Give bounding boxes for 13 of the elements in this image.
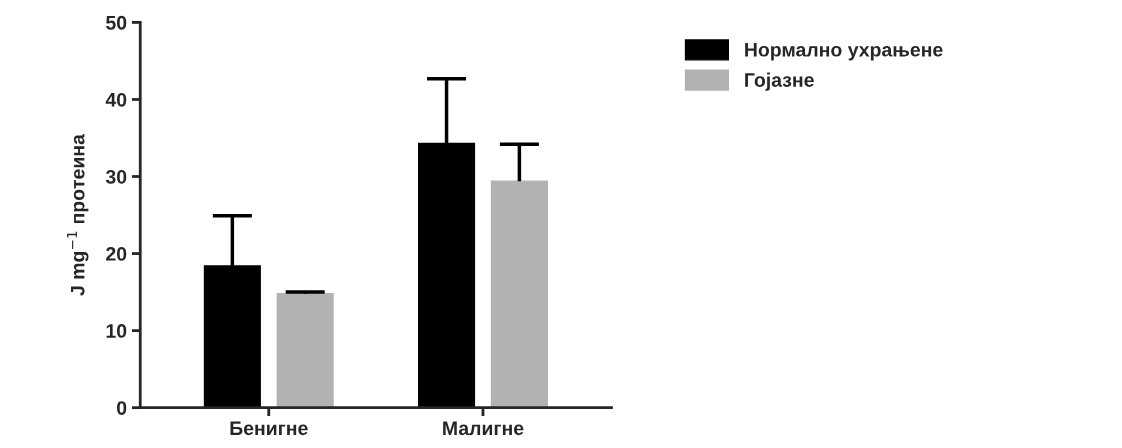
y-tick-label: 30	[105, 169, 127, 184]
x-tick-label: Бенигне	[230, 421, 308, 436]
y-tick-label: 0	[117, 401, 127, 415]
bar	[276, 292, 334, 408]
y-tick-label: 50	[106, 15, 127, 30]
y-axis-title: J mg$^{−1}$ протеина	[66, 133, 89, 296]
y-tick-label: 10	[106, 324, 127, 338]
bar	[490, 180, 548, 408]
legend-label: Нормално ухрањене	[745, 43, 943, 61]
x-tick-label: Малигне	[443, 421, 524, 436]
y-tick-label: 40	[105, 92, 127, 107]
legend-label: Гојазне	[745, 72, 814, 91]
y-tick-label: 20	[106, 247, 127, 261]
